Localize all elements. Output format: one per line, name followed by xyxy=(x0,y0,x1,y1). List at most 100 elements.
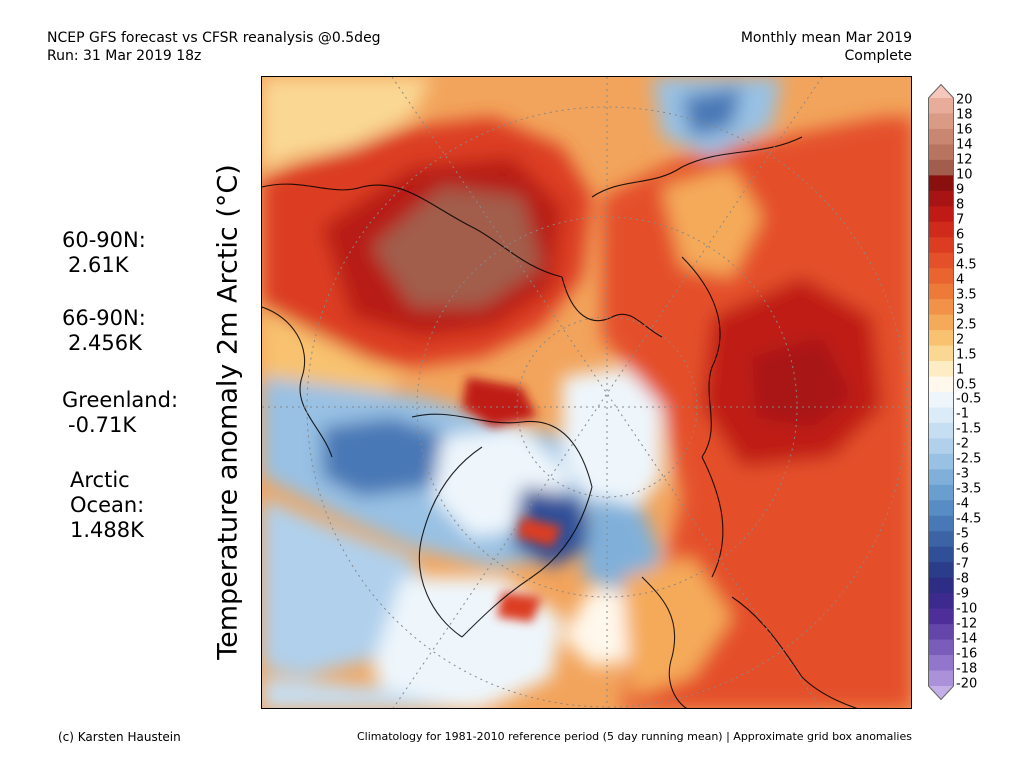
colorbar-tick-label: -4 xyxy=(956,496,969,512)
colorbar-tick-label: -16 xyxy=(956,646,978,662)
coastlines xyxy=(262,136,858,708)
colorbar-tick-label: -3.5 xyxy=(956,481,982,497)
header-title: NCEP GFS forecast vs CFSR reanalysis @0.… xyxy=(47,30,381,46)
stat-value: 1.488K xyxy=(70,518,144,542)
colorbar-tick-label: 18 xyxy=(956,107,973,123)
header-status: Complete xyxy=(844,48,912,64)
colorbar-segment xyxy=(928,453,954,470)
colorbar-tick-label: 14 xyxy=(956,137,973,153)
colorbar-tick-label: 4.5 xyxy=(956,257,977,273)
colorbar-segment xyxy=(928,670,954,687)
colorbar-segment xyxy=(928,546,954,563)
colorbar-segment xyxy=(928,190,954,207)
colorbar-tick-label: -2.5 xyxy=(956,451,982,467)
colorbar-segment xyxy=(928,84,954,98)
colorbar-segment xyxy=(928,221,954,238)
colorbar-tick-label: -8 xyxy=(956,571,969,587)
colorbar-tick-label: -4.5 xyxy=(956,511,982,527)
colorbar-segment xyxy=(928,175,954,192)
stat-66-90n: 66-90N: 2.456K xyxy=(62,306,146,356)
colorbar-tick-label: -3 xyxy=(956,466,969,482)
colorbar-segment xyxy=(928,376,954,393)
colorbar-tick-label: -2 xyxy=(956,436,969,452)
colorbar-segment xyxy=(928,330,954,347)
colorbar-tick-label: -0.5 xyxy=(956,391,982,407)
colorbar-tick-label: 10 xyxy=(956,167,973,183)
colorbar-segment xyxy=(928,252,954,269)
colorbar-segment xyxy=(928,407,954,424)
colorbar-tick-label: 8 xyxy=(956,197,965,213)
stat-60-90n: 60-90N: 2.61K xyxy=(62,228,146,278)
colorbar-tick-label: 9 xyxy=(956,182,965,198)
colorbar-segment xyxy=(928,159,954,176)
colorbar-tick-label: 12 xyxy=(956,152,973,168)
stat-label: Greenland: xyxy=(62,388,179,412)
colorbar-segment xyxy=(928,113,954,130)
colorbar-tick-label: 4 xyxy=(956,272,965,288)
stat-label: Arctic Ocean: xyxy=(70,468,145,517)
colorbar-segment xyxy=(928,639,954,656)
colorbar-segment xyxy=(928,268,954,285)
colorbar-segment xyxy=(928,128,954,145)
colorbar-segment xyxy=(928,98,954,114)
footer-credit: (c) Karsten Haustein xyxy=(58,730,181,744)
colorbar-segment xyxy=(928,500,954,517)
colorbar-segment xyxy=(928,484,954,501)
header-right: Monthly mean Mar 2019 Complete xyxy=(741,29,912,65)
colorbar-segment xyxy=(928,283,954,300)
colorbar-segment xyxy=(928,144,954,161)
colorbar-tick-label: -9 xyxy=(956,586,969,602)
stat-value: 2.61K xyxy=(68,253,129,277)
stat-value: -0.71K xyxy=(68,413,137,437)
colorbar-segment xyxy=(928,531,954,548)
colorbar-tick-label: 1 xyxy=(956,362,965,378)
anomaly-field xyxy=(262,77,911,708)
stat-arctic-ocean: Arctic Ocean: 1.488K xyxy=(70,468,144,543)
colorbar-tick-label: -18 xyxy=(956,661,978,677)
graticule xyxy=(262,77,911,708)
colorbar-tick-label: 2.5 xyxy=(956,317,977,333)
colorbar-segment xyxy=(928,237,954,254)
colorbar-tick-label: 7 xyxy=(956,212,965,228)
colorbar-segment xyxy=(928,655,954,672)
colorbar-segment xyxy=(928,624,954,641)
colorbar-segment xyxy=(928,593,954,610)
stat-label: 66-90N: xyxy=(62,306,146,330)
anomaly-map-graphic xyxy=(262,77,911,708)
colorbar-segment xyxy=(928,562,954,579)
colorbar-tick-label: -1 xyxy=(956,406,969,422)
colorbar-tick-label: -20 xyxy=(956,676,978,692)
stat-greenland: Greenland: -0.71K xyxy=(62,388,178,438)
anomaly-map xyxy=(261,76,912,709)
colorbar-tick-label: 1.5 xyxy=(956,347,977,363)
colorbar-tick-label: 6 xyxy=(956,227,965,243)
footer-note: Climatology for 1981-2010 reference peri… xyxy=(356,730,912,743)
colorbar-segment xyxy=(928,438,954,455)
colorbar-segment xyxy=(928,314,954,331)
colorbar-tick-label: 3 xyxy=(956,302,965,318)
stat-label: 60-90N: xyxy=(62,228,146,252)
colorbar-tick-label: -12 xyxy=(956,616,978,632)
colorbar-tick-label: -6 xyxy=(956,541,969,557)
greenland-warm-edges xyxy=(462,377,562,622)
colorbar-tick-label: 0.5 xyxy=(956,377,977,392)
colorbar-segment xyxy=(928,392,954,408)
colorbar-segment xyxy=(928,361,954,378)
colorbar-segment xyxy=(928,469,954,486)
colorbar-segment xyxy=(928,608,954,625)
colorbar-tick-label: 2 xyxy=(956,332,965,348)
colorbar-segment xyxy=(928,515,954,532)
colorbar-tick-label: -10 xyxy=(956,601,978,617)
header-left: NCEP GFS forecast vs CFSR reanalysis @0.… xyxy=(47,29,381,65)
colorbar-tick-label: -1.5 xyxy=(956,421,982,437)
colorbar-tick-label: 16 xyxy=(956,122,973,138)
colorbar-segment xyxy=(928,206,954,223)
stat-value: 2.456K xyxy=(68,331,142,355)
colorbar-tick-label: 3.5 xyxy=(956,287,977,303)
header-period: Monthly mean Mar 2019 xyxy=(740,30,912,46)
colorbar-outline xyxy=(928,84,954,700)
colorbar-tick-label: -14 xyxy=(956,631,978,647)
colorbar-tick-label: -5 xyxy=(956,526,969,542)
colorbar-segment xyxy=(928,299,954,316)
y-axis-title: Temperature anomaly 2m Arctic (°C) xyxy=(212,164,244,660)
